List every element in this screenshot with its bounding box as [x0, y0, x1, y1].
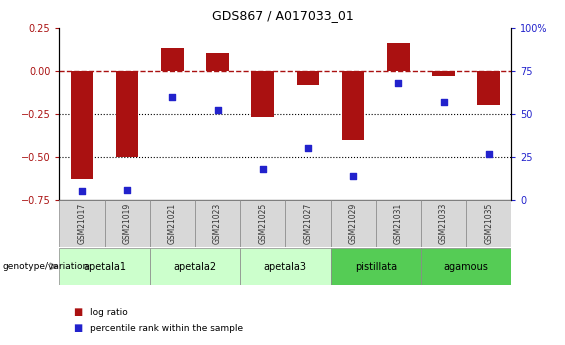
Bar [150, 200, 195, 247]
Text: GSM21035: GSM21035 [484, 203, 493, 244]
Text: agamous: agamous [444, 262, 489, 272]
Text: GSM21023: GSM21023 [213, 203, 222, 244]
Text: GDS867 / A017033_01: GDS867 / A017033_01 [212, 9, 353, 22]
Text: GSM21019: GSM21019 [123, 203, 132, 244]
Point [168, 94, 177, 99]
Bar [71, 71, 93, 179]
Point [303, 146, 312, 151]
Bar [477, 71, 500, 105]
Text: ■: ■ [73, 307, 82, 317]
Point [258, 166, 267, 172]
Text: GSM21017: GSM21017 [77, 203, 86, 244]
Text: GSM21027: GSM21027 [303, 203, 312, 244]
Point [349, 173, 358, 179]
Bar [59, 248, 150, 285]
Text: log ratio: log ratio [90, 308, 128, 317]
Text: GSM21033: GSM21033 [439, 203, 448, 244]
Bar [105, 200, 150, 247]
Bar [331, 248, 421, 285]
Point [123, 187, 132, 193]
Text: GSM21021: GSM21021 [168, 203, 177, 244]
Bar [285, 200, 331, 247]
Bar [161, 48, 184, 71]
Bar [421, 200, 466, 247]
Point [439, 99, 448, 105]
Text: genotype/variation: genotype/variation [3, 262, 89, 271]
Point [213, 108, 222, 113]
Bar [116, 71, 138, 157]
Bar [432, 71, 455, 76]
Bar [297, 71, 319, 85]
Bar [195, 200, 240, 247]
Text: GSM21029: GSM21029 [349, 203, 358, 244]
Text: apetala3: apetala3 [264, 262, 307, 272]
Bar [376, 200, 421, 247]
Text: ■: ■ [73, 324, 82, 333]
Bar [387, 43, 410, 71]
Text: GSM21025: GSM21025 [258, 203, 267, 244]
Bar [150, 248, 240, 285]
Bar [59, 200, 105, 247]
Bar [421, 248, 511, 285]
Text: pistillata: pistillata [355, 262, 397, 272]
Point [484, 151, 493, 156]
Bar [206, 53, 229, 71]
Point [77, 189, 86, 194]
Text: GSM21031: GSM21031 [394, 203, 403, 244]
Text: apetala1: apetala1 [83, 262, 126, 272]
Point [394, 80, 403, 86]
Bar [466, 200, 511, 247]
Bar [251, 71, 274, 117]
Bar [331, 200, 376, 247]
Bar [342, 71, 364, 140]
Text: apetala2: apetala2 [173, 262, 216, 272]
Text: percentile rank within the sample: percentile rank within the sample [90, 324, 244, 333]
Bar [240, 248, 331, 285]
Bar [240, 200, 285, 247]
